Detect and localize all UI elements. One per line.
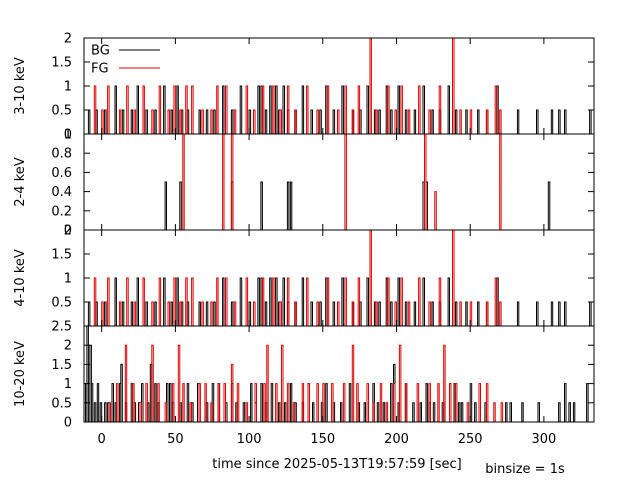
x-tick-label: 50 [167, 432, 184, 447]
x-tick-label: 200 [384, 432, 409, 447]
x-tick-label: 100 [237, 432, 262, 447]
series-bg-panel-4 [84, 325, 594, 423]
panel-2: 0 0.2 0.4 0.6 0.8 1 2-4 keV [13, 128, 595, 239]
y-tick-label: 0.6 [51, 166, 72, 181]
legend-label-bg: BG [91, 44, 110, 59]
y-tick-label: 2.5 [51, 320, 72, 335]
y-tick-label: 1 [64, 80, 72, 95]
x-axis: 0 50 100 150 200 250 300 [98, 432, 557, 447]
y-tick-label: 1 [64, 272, 72, 287]
y-axis-label-panel-3: 4-10 keV [13, 249, 28, 307]
y-axis-label-panel-1: 3-10 keV [13, 57, 28, 115]
y-tick-label: 1 [64, 128, 72, 143]
series-fg-panel-4 [84, 344, 594, 423]
x-tick-label: 150 [310, 432, 335, 447]
y-tick-label: 0.5 [51, 396, 72, 411]
series-fg-panel-2 [84, 133, 594, 231]
y-tick-label: 0 [64, 224, 72, 239]
y-axis-label-panel-4: 10-20 keV [13, 341, 28, 407]
x-tick-label: 0 [98, 432, 106, 447]
binsize-annotation: binsize = 1s [485, 462, 565, 477]
y-tick-label: 2 [64, 339, 72, 354]
y-tick-label: 0.8 [51, 147, 72, 162]
y-tick-label: 1.5 [51, 248, 72, 263]
y-tick-label: 2 [64, 32, 72, 47]
y-tick-label: 1.5 [51, 358, 72, 373]
y-tick-label: 2 [64, 224, 72, 239]
y-tick-label: 0.5 [51, 104, 72, 119]
x-axis-label: time since 2025-05-13T19:57:59 [sec] [212, 457, 461, 472]
y-tick-label: 1 [64, 377, 72, 392]
y-tick-label: 0.4 [51, 185, 72, 200]
y-tick-label: 1.5 [51, 56, 72, 71]
y-tick-label: 0 [64, 128, 72, 143]
x-tick-label: 250 [458, 432, 483, 447]
y-tick-label: 0 [64, 416, 72, 431]
x-tick-label: 300 [531, 432, 556, 447]
y-axis-label-panel-2: 2-4 keV [13, 157, 28, 206]
panel-frame [83, 325, 595, 423]
panels-group: 0 0.5 1 1.5 2 3-10 keV 0 0.2 0.4 0.6 0.8 1 2-4 keV 0.… [13, 32, 595, 431]
legend-label-fg: FG [91, 62, 109, 77]
panel-4: 0 0.5 1 1.5 2 2.5 10-20 keV [13, 320, 595, 431]
y-tick-label: 0.2 [51, 204, 72, 219]
series-bg-panel-2 [84, 181, 594, 231]
legend: BG FG [91, 44, 160, 77]
y-tick-label: 0.5 [51, 296, 72, 311]
panel-frame [83, 133, 595, 231]
panel-3: 0.5 1 1.5 2 4-10 keV [13, 224, 595, 327]
